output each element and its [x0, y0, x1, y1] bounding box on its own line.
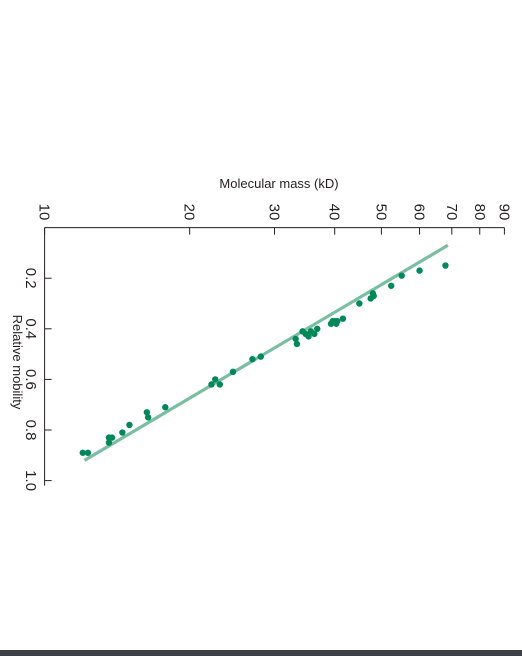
data-point [292, 335, 299, 343]
x-tick-label: 90 [495, 204, 512, 221]
data-point [216, 381, 224, 388]
y-axis: 0.2 0.4 0.6 0.8 1.0 [22, 227, 52, 491]
x-tick-label: 30 [266, 204, 283, 221]
data-point [144, 414, 152, 421]
data-point [208, 381, 215, 388]
data-point [108, 434, 116, 441]
data-point [249, 355, 256, 363]
fit-line-layer [83, 243, 449, 462]
data-point [162, 404, 169, 411]
data-point [370, 292, 377, 300]
data-point [293, 340, 301, 348]
data-point [126, 421, 133, 429]
data-point [416, 267, 423, 274]
data-point [334, 318, 341, 325]
x-tick-label: 80 [471, 204, 488, 221]
data-point [442, 262, 449, 269]
y-tick-label: 0.2 [22, 268, 39, 289]
y-tick-label: 1.0 [22, 470, 39, 491]
data-point [79, 449, 86, 456]
data-point [311, 330, 318, 338]
data-point [257, 353, 265, 360]
x-tick-label: 10 [36, 204, 53, 221]
y-axis-label: Relative mobility [10, 315, 25, 410]
bottom-bar [0, 650, 522, 656]
data-point [398, 272, 405, 279]
data-point [143, 409, 151, 416]
data-point [105, 439, 113, 446]
data-point [388, 282, 395, 289]
plot: 10 20 30 40 50 60 70 80 90 0.2 0.4 0.6 0.8 1.0 [22, 204, 512, 491]
x-axis-label: Molecular mass (kD) [219, 176, 338, 191]
y-tick-label: 0.6 [22, 369, 39, 390]
data-point [356, 300, 363, 307]
y-tick-label: 0.4 [22, 318, 39, 339]
data-point [84, 449, 92, 456]
data-point [339, 315, 347, 322]
x-tick-label: 20 [181, 204, 198, 221]
data-point [119, 429, 126, 436]
data-point [314, 325, 321, 332]
y-tick-label: 0.8 [22, 420, 39, 441]
x-tick-label: 50 [372, 204, 389, 221]
fit-line [83, 243, 449, 462]
data-point [212, 376, 219, 383]
data-point [305, 333, 312, 340]
data-points [79, 262, 449, 456]
data-point [229, 368, 237, 376]
x-tick-label: 40 [326, 204, 343, 221]
x-tick-label: 70 [443, 204, 460, 221]
x-axis: 10 20 30 40 50 60 70 80 90 [36, 204, 512, 235]
x-tick-label: 60 [411, 204, 428, 221]
